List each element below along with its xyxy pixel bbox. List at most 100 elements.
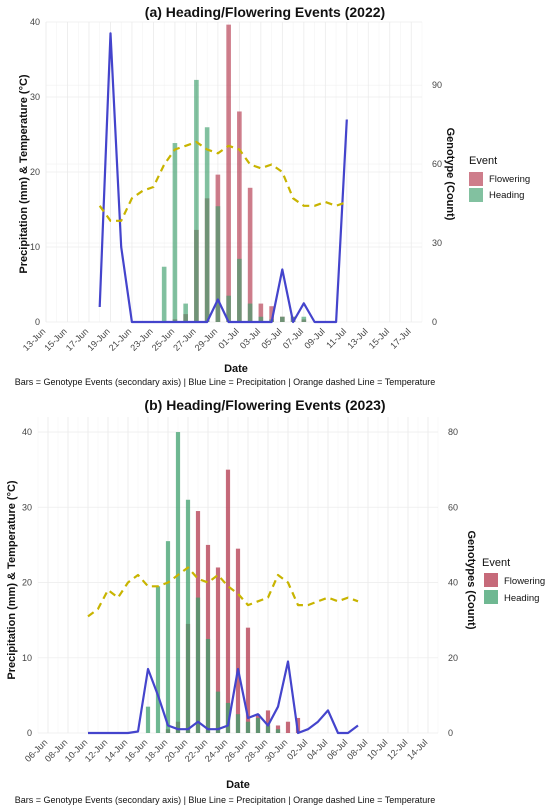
legend-label-flowering: Flowering xyxy=(489,174,530,185)
bar-flowering xyxy=(265,710,271,733)
legend-title: Event xyxy=(469,155,497,167)
y-left-tick-label: 20 xyxy=(22,578,32,588)
chart-caption: Bars = Genotype Events (secondary axis) … xyxy=(15,795,436,805)
y-right-tick-label: 60 xyxy=(448,502,458,512)
y-left-axis-title: Precipitation (mm) & Temperature (°C) xyxy=(6,480,18,680)
legend-label-heading: Heading xyxy=(489,190,524,201)
bar-flowering xyxy=(269,306,274,322)
x-tick-label: 10-Jul xyxy=(365,737,389,761)
x-tick-label: 30-Jun xyxy=(263,737,290,764)
x-tick-label: 21-Jun xyxy=(107,326,134,353)
y-left-tick-label: 40 xyxy=(30,17,40,27)
x-tick-label: 06-Jul xyxy=(325,737,349,761)
bar-flowering xyxy=(226,24,231,322)
bar-heading xyxy=(161,266,167,322)
chart-caption: Bars = Genotype Events (secondary axis) … xyxy=(15,377,436,387)
bar-heading xyxy=(194,79,199,322)
bar-flowering xyxy=(245,627,251,733)
bar-flowering xyxy=(225,469,231,733)
x-tick-label: 08-Jul xyxy=(345,737,369,761)
y-left-tick-label: 10 xyxy=(30,242,40,252)
y-right-tick-label: 90 xyxy=(432,80,442,90)
x-tick-label: 09-Jul xyxy=(302,326,326,350)
y-left-tick-label: 40 xyxy=(22,427,32,437)
chart-title: (b) Heading/Flowering Events (2023) xyxy=(144,397,385,413)
legend-title: Event xyxy=(482,557,510,569)
bars xyxy=(145,432,301,733)
y-right-tick-label: 40 xyxy=(448,578,458,588)
y-right-axis-title: Genotypes (Count) xyxy=(465,531,477,630)
bar-heading xyxy=(301,316,307,322)
y-right-tick-label: 20 xyxy=(448,653,458,663)
y-right-axis-title: Genotype (Count) xyxy=(444,128,456,221)
y-left-tick-label: 0 xyxy=(35,317,40,327)
bar-heading xyxy=(275,729,281,733)
bar-flowering xyxy=(235,548,241,733)
x-tick-label: 19-Jun xyxy=(85,326,112,353)
legend-key-heading xyxy=(469,188,483,202)
bar-heading xyxy=(255,717,261,733)
x-axis-title: Date xyxy=(224,363,248,375)
precipitation-line xyxy=(98,32,348,324)
bar-flowering xyxy=(215,567,221,733)
panel-2023: (b) Heading/Flowering Events (2023) 06-J… xyxy=(6,397,545,805)
x-tick-label: 17-Jul xyxy=(388,326,412,350)
x-tick-label: 27-Jun xyxy=(171,326,198,353)
bar-heading xyxy=(245,721,251,733)
x-tick-labels: 13-Jun15-Jun17-Jun19-Jun21-Jun23-Jun25-J… xyxy=(21,326,413,353)
y-left-tick-label: 10 xyxy=(22,653,32,663)
legend-key-heading xyxy=(484,590,498,604)
bar-heading xyxy=(235,714,241,733)
bar-heading xyxy=(204,127,210,323)
x-tick-label: 07-Jul xyxy=(281,326,305,350)
bar-heading xyxy=(215,206,221,322)
x-tick-label: 17-Jun xyxy=(64,326,91,353)
bar-heading xyxy=(175,432,181,733)
bar-heading xyxy=(145,706,151,733)
bar-heading xyxy=(165,541,171,733)
x-tick-labels: 06-Jun08-Jun10-Jun12-Jun14-Jun16-Jun18-J… xyxy=(23,737,430,764)
y-right-tick-label: 80 xyxy=(448,427,458,437)
lines xyxy=(87,566,359,735)
bars xyxy=(161,24,307,323)
x-tick-label: 11-Jul xyxy=(324,326,348,350)
x-tick-label: 13-Jun xyxy=(21,326,48,353)
bar-heading xyxy=(172,143,178,322)
bar-heading xyxy=(185,499,191,733)
x-tick-label: 02-Jul xyxy=(285,737,309,761)
bar-flowering xyxy=(285,721,291,733)
y-left-tick-labels: 0 10 20 30 40 xyxy=(30,17,40,327)
bar-heading xyxy=(226,295,231,322)
y-right-tick-labels: 0 20 40 60 80 xyxy=(448,427,458,738)
x-axis-title: Date xyxy=(226,779,250,791)
bar-heading xyxy=(155,586,161,733)
x-tick-label: 25-Jun xyxy=(150,326,177,353)
bar-flowering xyxy=(237,111,242,322)
y-left-tick-label: 30 xyxy=(22,502,32,512)
bar-flowering xyxy=(258,303,264,322)
x-tick-label: 14-Jul xyxy=(405,737,429,761)
lines xyxy=(98,32,348,324)
legend-key-flowering xyxy=(469,172,483,186)
legend-key-flowering xyxy=(484,573,498,587)
temperature-line xyxy=(98,140,348,222)
x-tick-label: 04-Jul xyxy=(305,737,329,761)
x-tick-label: 23-Jun xyxy=(128,326,155,353)
y-left-axis-title: Precipitation (mm) & Temperature (°C) xyxy=(18,74,30,274)
bar-heading xyxy=(215,691,221,733)
bar-heading xyxy=(265,725,271,733)
y-left-tick-label: 0 xyxy=(27,728,32,738)
y-left-tick-labels: 0 10 20 30 40 xyxy=(22,427,32,738)
y-right-tick-label: 30 xyxy=(432,238,442,248)
gridlines xyxy=(45,21,423,323)
panel-2022: (a) Heading/Flowering Events (2022) 13-J… xyxy=(15,4,530,387)
bar-heading xyxy=(247,303,253,322)
x-tick-label: 03-Jul xyxy=(238,326,262,350)
bar-flowering xyxy=(247,187,253,322)
x-tick-label: 05-Jul xyxy=(259,326,283,350)
x-tick-label: 15-Jun xyxy=(42,326,69,353)
legend-label-flowering: Flowering xyxy=(504,576,545,587)
legend: Event Flowering Heading xyxy=(469,155,530,202)
bar-heading xyxy=(195,597,201,733)
